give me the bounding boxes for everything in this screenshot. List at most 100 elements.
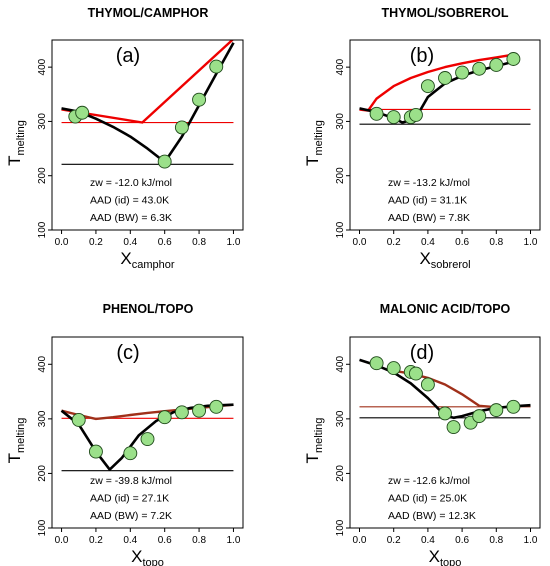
y-axis-label-sub: melting — [15, 418, 27, 453]
y-tick-label: 100 — [37, 519, 48, 536]
x-tick-label: 0.8 — [489, 535, 503, 546]
x-tick-label: 0.2 — [387, 237, 401, 248]
data-point — [420, 377, 435, 392]
panel-letter: (a) — [116, 45, 140, 67]
x-tick-label: 0.6 — [158, 237, 172, 248]
x-axis-label-main: X — [419, 249, 430, 268]
x-axis-label-sub: sobrerol — [431, 259, 471, 271]
x-tick-label: 1.0 — [524, 535, 538, 546]
data-point — [408, 107, 423, 122]
panel-title: PHENOL/TOPO — [103, 302, 194, 316]
y-tick-label: 400 — [335, 58, 346, 75]
panel-title: THYMOL/SOBREROL — [381, 6, 508, 20]
panel-c: PHENOL/TOPO 0.0 0.2 0.4 0.6 0.8 1.0 100 200 300 40… — [5, 302, 244, 566]
x-axis-label: Xtopo — [429, 547, 462, 566]
annotation-line: AAD (id) = 25.0K — [388, 493, 467, 505]
y-tick-label: 300 — [37, 113, 48, 130]
y-axis-label-main: T — [5, 453, 24, 463]
y-tick-label: 300 — [335, 113, 346, 130]
y-tick-label: 300 — [335, 410, 346, 427]
panel-b: THYMOL/SOBREROL 0.0 0.2 0.4 0.6 0.8 1.0 100 200 3… — [303, 6, 541, 271]
y-tick-label: 200 — [37, 465, 48, 482]
x-tick-label: 0.2 — [89, 237, 103, 248]
y-axis-label: Tmelting — [303, 418, 325, 464]
annotation-line: zw = -12.0 kJ/mol — [90, 177, 172, 189]
y-axis-label: Tmelting — [303, 120, 325, 166]
data-point — [369, 356, 384, 371]
panel-letter: (c) — [116, 342, 139, 364]
x-tick-label: 1.0 — [226, 535, 240, 546]
x-axis-label-sub: topo — [440, 557, 461, 566]
y-axis-label-sub: melting — [313, 418, 325, 453]
x-tick-label: 0.6 — [455, 237, 469, 248]
plot-data — [60, 399, 234, 472]
x-tick-label: 0.0 — [353, 237, 367, 248]
x-tick-label: 0.8 — [192, 237, 206, 248]
data-point — [438, 406, 452, 421]
data-point — [489, 403, 504, 418]
data-point — [420, 79, 435, 94]
data-point — [140, 432, 155, 446]
annotation-line: zw = -12.6 kJ/mol — [388, 475, 470, 487]
y-tick-label: 200 — [335, 465, 346, 482]
data-point — [157, 154, 172, 169]
x-tick-label: 0.0 — [353, 535, 367, 546]
panel-a: THYMOL/CAMPHOR 0.0 0.2 0.4 0.6 0.8 1.0 100 200 30… — [5, 6, 244, 271]
annotation-line: AAD (id) = 43.0K — [90, 195, 169, 207]
data-point — [506, 52, 521, 66]
y-tick-label: 200 — [335, 167, 346, 184]
data-point — [174, 405, 189, 420]
plot-frame — [349, 336, 541, 529]
y-axis-label-main: T — [5, 156, 24, 166]
y-tick-label: 200 — [37, 167, 48, 184]
panel-letter: (b) — [410, 45, 434, 67]
x-tick-label: 0.6 — [455, 535, 469, 546]
plot-data — [359, 356, 531, 434]
x-tick-label: 0.4 — [123, 535, 137, 546]
data-point — [438, 71, 452, 85]
x-axis-label: Xsobrerol — [419, 249, 470, 271]
data-point — [209, 399, 224, 414]
y-tick-label: 100 — [335, 519, 346, 536]
x-tick-label: 0.6 — [158, 535, 172, 546]
data-point — [446, 420, 461, 434]
data-point — [386, 110, 401, 125]
data-point — [369, 106, 384, 121]
data-point — [88, 444, 103, 459]
y-tick-label: 300 — [37, 410, 48, 427]
x-axis-label: Xcamphor — [120, 249, 174, 271]
annotation-line: AAD (BW) = 7.8K — [388, 212, 470, 224]
x-axis-label-sub: camphor — [132, 259, 175, 271]
plot-frame — [51, 39, 244, 231]
data-point — [386, 361, 401, 376]
y-axis-label-sub: melting — [313, 120, 325, 155]
data-point — [408, 366, 423, 381]
data-point — [489, 58, 504, 72]
annotation-line: AAD (BW) = 7.2K — [90, 510, 172, 522]
data-point — [123, 446, 138, 461]
data-point — [192, 403, 207, 418]
panel-d: MALONIC ACID/TOPO 0.0 0.2 0.4 0.6 0.8 1.0 100 20… — [303, 302, 541, 566]
data-point — [472, 61, 487, 76]
annotation-line: AAD (id) = 31.1K — [388, 195, 467, 207]
y-axis-label-sub: melting — [15, 120, 27, 155]
x-tick-label: 0.4 — [421, 237, 435, 248]
y-axis-label: Tmelting — [5, 418, 27, 464]
data-point — [174, 120, 189, 135]
y-axis-label-main: T — [303, 453, 322, 463]
annotation-line: zw = -39.8 kJ/mol — [90, 475, 172, 487]
plot-frame — [51, 336, 244, 529]
data-point — [192, 92, 207, 107]
y-tick-label: 100 — [37, 221, 48, 238]
data-point — [455, 65, 470, 80]
x-tick-label: 0.0 — [55, 237, 69, 248]
x-tick-label: 1.0 — [226, 237, 240, 248]
data-point — [472, 409, 487, 424]
x-axis-label-main: X — [131, 547, 142, 566]
panel-letter: (d) — [410, 342, 434, 364]
x-tick-label: 0.0 — [55, 535, 69, 546]
x-axis-label-main: X — [120, 249, 131, 268]
y-tick-label: 400 — [37, 356, 48, 373]
data-point — [506, 399, 521, 414]
